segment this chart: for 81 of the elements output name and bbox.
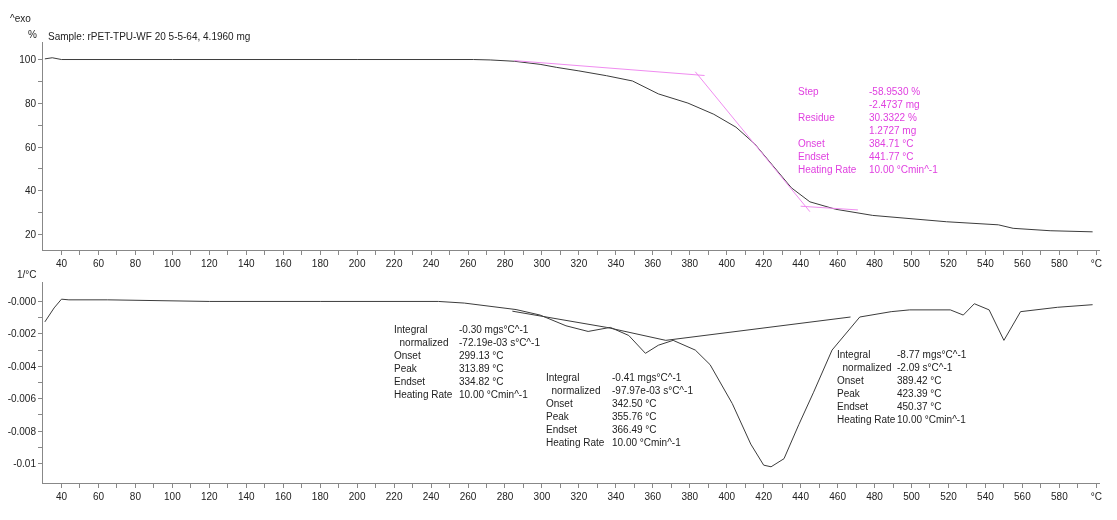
x-tick-label: 40: [55, 491, 68, 502]
x-tick-label: 380: [681, 258, 699, 269]
x-tick-label: 140: [237, 258, 256, 269]
x-tick-label: 360: [644, 258, 662, 269]
x-tick-label: 460: [829, 258, 847, 269]
x-tick-label: 100: [164, 258, 182, 269]
annotation: Integral normalized Onset Peak Endset Heating Rate: [394, 324, 453, 400]
y-tick-label: 80: [24, 97, 37, 109]
x-tick-label: 100: [164, 491, 182, 502]
x-tick-label: 420: [755, 258, 773, 269]
y-tick-label: -0.002: [7, 328, 37, 340]
x-tick-label: 380: [681, 491, 699, 502]
y-tick-label: 100: [19, 54, 37, 66]
x-tick-label: 560: [1014, 258, 1032, 269]
x-tick-label: 260: [459, 491, 477, 502]
x-tick-label: 400: [718, 258, 736, 269]
text: Step Residue Onset Endset Heating Rate: [798, 86, 857, 175]
x-tick-label: 280: [496, 491, 514, 502]
y-tick-label: -0.000: [7, 295, 37, 307]
y-axis-title: 1/°C: [17, 269, 37, 280]
x-tick-label: 140: [237, 491, 256, 502]
x-tick-label: 260: [459, 258, 477, 269]
annotation: Integral normalized Onset Peak Endset Heating Rate: [546, 372, 605, 448]
x-tick-label: 500: [903, 491, 921, 502]
x-tick-label: 580: [1051, 491, 1069, 502]
x-tick-label: 520: [940, 258, 958, 269]
x-tick-label: 220: [385, 491, 403, 502]
annotation: -0.41 mgs°C^-1 -97.97e-03 s°C^-1 342.50 °C 355.76 °C 366.49 °C 10.00 °Cmin^-1: [612, 372, 694, 448]
x-tick-label: 420: [755, 491, 773, 502]
x-tick-label: 360: [644, 491, 662, 502]
x-tick-label: 120: [200, 491, 219, 502]
x-tick-label: 200: [348, 491, 366, 502]
x-tick-label: 560: [1014, 491, 1032, 502]
y-tick-label: 20: [24, 229, 37, 241]
x-tick-label: 340: [607, 491, 625, 502]
x-tick-label: 80: [129, 491, 142, 502]
x-tick-label: 500: [903, 258, 921, 269]
x-tick-label: 320: [570, 258, 588, 269]
x-tick-label: 80: [129, 258, 142, 269]
y-tick-label: 60: [24, 141, 37, 153]
y-tick-label: -0.01: [13, 458, 37, 470]
x-tick-label: 180: [311, 258, 329, 269]
x-tick-label: 480: [866, 258, 884, 269]
x-tick-label: 440: [792, 491, 810, 502]
x-tick-label: 320: [570, 491, 588, 502]
x-tick-label: 280: [496, 258, 514, 269]
x-tick-label: 400: [718, 491, 736, 502]
x-tick-label: 60: [92, 258, 105, 269]
x-tick-label: 200: [348, 258, 366, 269]
annotation: -8.77 mgs°C^-1 -2.09 s°C^-1 389.42 °C 423.39 °C 450.37 °C 10.00 °Cmin^-1: [897, 349, 967, 425]
x-tick-label: 480: [866, 491, 884, 502]
y-tick-label: -0.004: [7, 360, 37, 372]
x-tick-label: 460: [829, 491, 847, 502]
x-tick-label: 240: [422, 258, 440, 269]
x-tick-label: 440: [792, 258, 810, 269]
x-tick-label: 540: [977, 491, 995, 502]
x-tick-label: 300: [533, 491, 551, 502]
x-tick-label: 240: [422, 491, 440, 502]
text: ^exo: [10, 13, 32, 24]
annotation: -0.30 mgs°C^-1 -72.19e-03 s°C^-1 299.13 °C 313.89 °C 334.82 °C 10.00 °Cmin^-1: [459, 324, 541, 400]
y-tick-label: -0.008: [7, 425, 37, 437]
y-axis-title: %: [28, 29, 37, 40]
y-tick-label: -0.006: [7, 393, 37, 405]
chart-title: Sample: rPET-TPU-WF 20 5-5-64, 4.1960 mg: [48, 30, 251, 42]
x-tick-label: 340: [607, 258, 625, 269]
annotation: -58.9530 % -2.4737 mg 30.3322 % 1.2727 mg 384.71 °C 441.77 °C 10.00 °Cmin^-1: [869, 86, 939, 175]
x-tick-label: 580: [1051, 258, 1069, 269]
x-tick-label: 160: [274, 258, 293, 269]
x-tick-label: °C: [1090, 491, 1102, 502]
x-tick-label: 180: [311, 491, 329, 502]
x-tick-label: 220: [385, 258, 403, 269]
x-tick-label: 540: [977, 258, 995, 269]
x-tick-label: 60: [92, 491, 105, 502]
y-tick-label: 40: [24, 185, 37, 197]
x-tick-label: 520: [940, 491, 958, 502]
x-tick-label: °C: [1090, 258, 1102, 269]
x-tick-label: 300: [533, 258, 551, 269]
x-tick-label: 120: [200, 258, 219, 269]
x-tick-label: 160: [274, 491, 293, 502]
x-tick-label: 40: [55, 258, 68, 269]
annotation: Integral normalized Onset Peak Endset Heating Rate: [837, 349, 896, 425]
